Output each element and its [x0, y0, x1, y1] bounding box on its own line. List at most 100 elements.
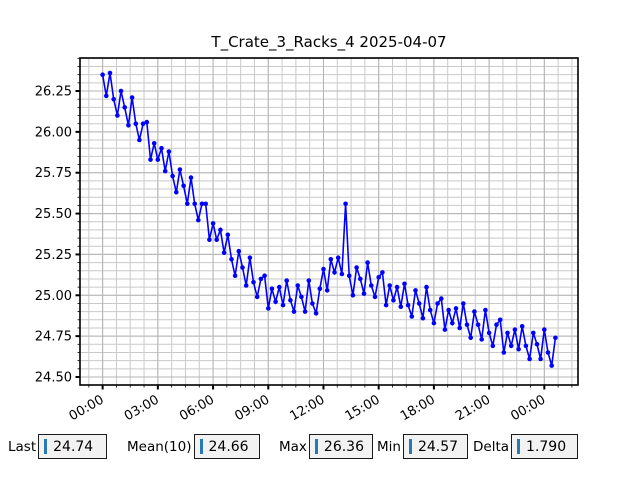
- data-point-marker: [413, 288, 418, 293]
- data-point-marker: [391, 297, 396, 303]
- last-label: Last: [8, 438, 37, 455]
- data-point-marker: [310, 301, 315, 306]
- data-point-marker: [280, 302, 286, 308]
- data-point-marker: [490, 343, 496, 349]
- data-point-marker: [181, 183, 186, 189]
- min-value-box[interactable]: 24.57: [402, 434, 468, 459]
- data-point-marker: [277, 284, 282, 290]
- data-point-marker: [232, 273, 238, 279]
- data-point-marker: [236, 248, 242, 254]
- data-point-marker: [439, 296, 444, 301]
- data-point-marker: [335, 255, 341, 260]
- data-point-marker: [479, 337, 485, 342]
- y-tick-label: 25.25: [35, 248, 72, 263]
- data-point-marker: [177, 167, 183, 172]
- data-point-marker: [472, 309, 477, 314]
- x-tick-label: 15:00: [343, 392, 383, 424]
- x-tick-label: 03:00: [122, 392, 162, 424]
- data-point-marker: [542, 327, 547, 332]
- temperature-line: [101, 72, 557, 366]
- data-point-marker: [284, 278, 290, 283]
- data-point-marker: [210, 221, 216, 226]
- delta-value-box[interactable]: 1.790: [511, 434, 579, 459]
- data-point-marker: [221, 250, 227, 256]
- data-point-marker: [170, 173, 175, 179]
- data-point-marker: [497, 317, 503, 323]
- data-point-marker: [450, 320, 455, 326]
- data-point-marker: [247, 255, 253, 260]
- x-tick-label: 21:00: [453, 392, 493, 424]
- data-point-marker: [549, 363, 554, 368]
- data-point-marker: [324, 288, 330, 293]
- data-point-marker: [516, 346, 521, 352]
- data-point-marker: [162, 168, 168, 174]
- data-point-marker: [527, 356, 532, 362]
- x-tick-label: 12:00: [288, 392, 328, 424]
- x-tick-label: 00:00: [508, 392, 548, 424]
- data-point-marker: [133, 121, 139, 126]
- data-point-marker: [494, 322, 499, 328]
- data-point-marker: [258, 276, 264, 282]
- last-value-box[interactable]: 24.74: [38, 434, 108, 459]
- y-tick-label: 24.75: [35, 330, 72, 345]
- data-point-marker: [416, 301, 422, 306]
- data-point-marker: [358, 276, 363, 282]
- data-point-marker: [229, 257, 234, 262]
- data-point-marker: [394, 284, 400, 290]
- mean-value-box[interactable]: 24.66: [193, 434, 260, 459]
- data-point-marker: [251, 279, 256, 285]
- data-point-marker: [464, 322, 470, 328]
- data-point-marker: [534, 342, 540, 347]
- data-point-marker: [545, 350, 551, 355]
- data-point-marker: [100, 72, 105, 77]
- data-point-marker: [409, 314, 415, 319]
- y-tick-label: 25.00: [35, 289, 72, 304]
- data-point-marker: [299, 294, 304, 300]
- min-value: 24.57: [417, 438, 459, 455]
- max-value-box[interactable]: 26.36: [308, 434, 373, 459]
- text-cursor: [517, 439, 521, 454]
- max-value: 26.36: [323, 438, 365, 455]
- last-value: 24.74: [53, 438, 94, 455]
- mean-label: Mean(10): [127, 438, 192, 455]
- x-tick-label: 18:00: [398, 392, 438, 424]
- data-point-marker: [350, 293, 356, 298]
- x-tick-label: 09:00: [232, 392, 272, 424]
- grid-major: [80, 58, 578, 385]
- data-point-marker: [365, 260, 370, 265]
- data-point-marker: [369, 283, 374, 288]
- data-point-marker: [214, 237, 219, 242]
- data-point-marker: [376, 275, 382, 280]
- data-point-marker: [402, 281, 407, 287]
- text-cursor: [314, 439, 318, 454]
- data-point-marker: [505, 330, 510, 336]
- data-point-marker: [240, 265, 245, 270]
- data-point-marker: [254, 294, 260, 300]
- data-point-marker: [446, 307, 451, 313]
- data-point-marker: [383, 302, 389, 308]
- data-point-marker: [461, 301, 466, 306]
- data-point-marker: [328, 257, 334, 262]
- data-point-marker: [398, 304, 404, 310]
- data-point-marker: [332, 270, 337, 275]
- data-point-marker: [159, 145, 164, 151]
- data-point-marker: [486, 330, 492, 336]
- data-point-marker: [405, 302, 411, 308]
- data-point-marker: [144, 119, 150, 125]
- data-point-marker: [126, 123, 131, 128]
- data-point-marker: [523, 343, 529, 349]
- data-point-marker: [442, 327, 448, 332]
- data-point-marker: [427, 307, 433, 313]
- data-point-marker: [321, 266, 326, 272]
- data-point-marker: [372, 294, 378, 300]
- data-series: [100, 70, 558, 368]
- data-point-marker: [339, 271, 345, 277]
- data-point-marker: [453, 306, 459, 311]
- data-point-marker: [538, 356, 543, 362]
- stat-last: Last 24.74: [8, 434, 108, 459]
- data-point-marker: [512, 327, 518, 332]
- min-label: Min: [377, 438, 401, 455]
- y-tick-label: 26.25: [35, 85, 72, 100]
- data-point-marker: [273, 299, 278, 305]
